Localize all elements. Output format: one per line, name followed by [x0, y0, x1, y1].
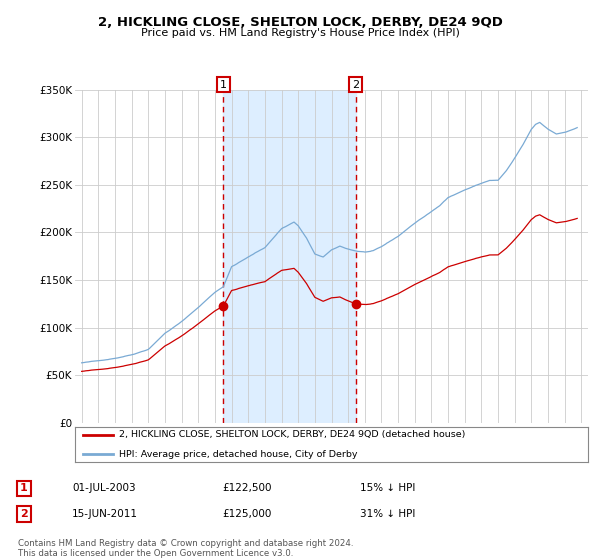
Text: 31% ↓ HPI: 31% ↓ HPI [360, 509, 415, 519]
Text: £122,500: £122,500 [222, 483, 271, 493]
Text: 2: 2 [352, 80, 359, 90]
Text: 01-JUL-2003: 01-JUL-2003 [72, 483, 136, 493]
Text: 2, HICKLING CLOSE, SHELTON LOCK, DERBY, DE24 9QD (detached house): 2, HICKLING CLOSE, SHELTON LOCK, DERBY, … [119, 431, 465, 440]
Text: HPI: Average price, detached house, City of Derby: HPI: Average price, detached house, City… [119, 450, 357, 459]
Text: 1: 1 [220, 80, 227, 90]
Bar [223, 90, 356, 423]
Text: Contains HM Land Registry data © Crown copyright and database right 2024.
This d: Contains HM Land Registry data © Crown c… [18, 539, 353, 558]
Text: 2, HICKLING CLOSE, SHELTON LOCK, DERBY, DE24 9QD: 2, HICKLING CLOSE, SHELTON LOCK, DERBY, … [98, 16, 502, 29]
Text: 15% ↓ HPI: 15% ↓ HPI [360, 483, 415, 493]
Text: Price paid vs. HM Land Registry's House Price Index (HPI): Price paid vs. HM Land Registry's House … [140, 28, 460, 38]
Text: 1: 1 [20, 483, 28, 493]
Text: 2: 2 [20, 509, 28, 519]
Text: 15-JUN-2011: 15-JUN-2011 [72, 509, 138, 519]
Text: £125,000: £125,000 [222, 509, 271, 519]
